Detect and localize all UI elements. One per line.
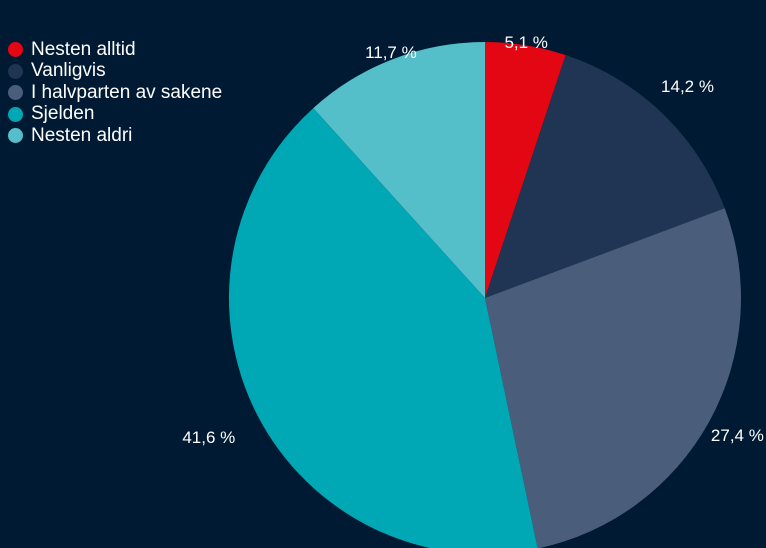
legend-label: Vanligvis	[31, 60, 106, 82]
data-label-sjelden: 41,6 %	[182, 428, 235, 447]
legend-swatch	[8, 106, 23, 122]
legend-swatch	[8, 42, 23, 58]
chart-legend: Nesten alltid Vanligvis I halvparten av sa…	[8, 39, 222, 147]
legend-label: Sjelden	[31, 103, 95, 125]
legend-item-sjelden: Sjelden	[8, 103, 222, 126]
legend-swatch	[8, 63, 23, 79]
data-label-i-halvparten-av-sakene: 27,4 %	[711, 426, 764, 445]
legend-item-vanligvis: Vanligvis	[8, 60, 222, 83]
legend-swatch	[8, 128, 23, 144]
legend-item-nesten-aldri: Nesten aldri	[8, 125, 222, 147]
data-label-nesten-aldri: 11,7 %	[365, 43, 417, 62]
pie-slice-nesten-alltid	[485, 41, 566, 298]
pie-slice-nesten-aldri	[313, 42, 485, 298]
legend-label: I halvparten av sakene	[31, 81, 223, 103]
legend-item-i-halvparten-av-sakene: I halvparten av sakene	[8, 82, 222, 104]
legend-item-nesten-alltid: Nesten alltid	[8, 39, 222, 61]
legend-label: Nesten alltid	[31, 38, 136, 60]
data-label-nesten-alltid: 5,1 %	[504, 33, 547, 52]
legend-swatch	[8, 85, 23, 101]
pie-slice-i-halvparten-av-sakene	[485, 208, 742, 548]
pie-slices	[229, 41, 742, 548]
legend-label: Nesten aldri	[31, 124, 133, 146]
pie-slice-vanligvis	[485, 55, 725, 298]
pie-slice-sjelden	[229, 108, 538, 548]
data-label-vanligvis: 14,2 %	[661, 77, 714, 96]
pie-labels: 5,1 % 14,2 % 27,4 % 41,6 % 11,7 %	[182, 33, 764, 447]
